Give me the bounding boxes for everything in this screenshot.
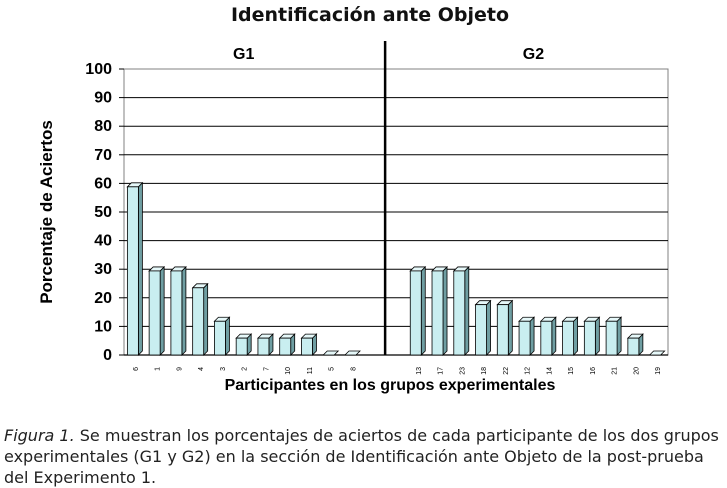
bar bbox=[235, 337, 248, 356]
x-tick-label: 14 bbox=[546, 367, 553, 375]
y-tick-label: 30 bbox=[94, 261, 112, 278]
bar-side bbox=[616, 316, 622, 356]
x-tick-label: 1 bbox=[155, 367, 162, 371]
x-tick-label: 8 bbox=[350, 367, 357, 371]
y-tick-label: 50 bbox=[94, 204, 112, 221]
bar-side bbox=[464, 265, 470, 356]
x-tick-label: 4 bbox=[198, 367, 205, 371]
bar bbox=[605, 320, 618, 356]
x-tick-label: 15 bbox=[568, 367, 575, 375]
y-tick-label: 80 bbox=[94, 118, 112, 135]
x-tick-label: 18 bbox=[481, 367, 488, 375]
bar-side bbox=[181, 265, 187, 356]
bar bbox=[192, 287, 205, 356]
y-axis-label: Porcentaje de Aciertos bbox=[37, 120, 56, 304]
bar bbox=[431, 270, 444, 356]
y-tick-label: 70 bbox=[94, 147, 112, 164]
bar-side bbox=[529, 316, 535, 356]
bar bbox=[148, 270, 161, 356]
bar bbox=[214, 320, 226, 356]
bar bbox=[453, 270, 466, 356]
bar-side bbox=[203, 282, 209, 356]
bar bbox=[562, 320, 574, 356]
caption-label: Figura 1. bbox=[4, 426, 75, 445]
caption-text: Se muestran los porcentajes de aciertos … bbox=[4, 426, 719, 487]
bar-side bbox=[486, 299, 491, 356]
x-tick-label: 17 bbox=[438, 367, 445, 375]
bar-zero bbox=[322, 350, 340, 356]
bar bbox=[518, 320, 531, 356]
bar-side bbox=[573, 316, 578, 356]
bar-side bbox=[225, 316, 230, 356]
y-tick-label: 40 bbox=[94, 233, 112, 250]
x-tick-label: 21 bbox=[612, 367, 619, 375]
bar-zero bbox=[344, 350, 361, 356]
figure-caption: Figura 1. Se muestran los porcentajes de… bbox=[4, 425, 720, 488]
bar-side bbox=[507, 299, 513, 356]
bar-side bbox=[137, 181, 143, 356]
x-tick-label: 12 bbox=[525, 367, 532, 375]
bar bbox=[496, 304, 509, 356]
bar-side bbox=[420, 265, 426, 356]
group-label-g2: G2 bbox=[523, 46, 544, 63]
bar-side bbox=[551, 316, 557, 356]
x-axis-label: Participantes en los grupos experimental… bbox=[225, 377, 556, 394]
bar bbox=[475, 304, 487, 356]
x-tick-label: 11 bbox=[307, 367, 314, 374]
x-tick-label: 5 bbox=[329, 367, 336, 371]
y-tick-label: 100 bbox=[85, 61, 112, 78]
bar-side bbox=[594, 316, 600, 356]
y-tick-label: 90 bbox=[94, 90, 112, 107]
bar bbox=[627, 337, 640, 356]
bar bbox=[409, 270, 422, 356]
x-tick-label: 23 bbox=[459, 367, 466, 375]
group-label-g1: G1 bbox=[233, 46, 254, 63]
x-tick-label: 6 bbox=[133, 367, 140, 371]
bar bbox=[170, 270, 183, 356]
y-tick-label: 20 bbox=[94, 290, 112, 307]
chart-title: Identificación ante Objeto bbox=[231, 4, 509, 26]
bar-zero bbox=[648, 350, 666, 356]
x-tick-label: 10 bbox=[285, 367, 292, 375]
x-tick-label: 13 bbox=[416, 367, 423, 375]
bar bbox=[540, 320, 553, 356]
x-tick-label: 19 bbox=[655, 367, 662, 375]
x-tick-label: 3 bbox=[220, 367, 227, 371]
bar-side bbox=[159, 265, 165, 356]
y-tick-label: 60 bbox=[94, 175, 112, 192]
x-tick-label: 2 bbox=[242, 367, 249, 371]
bar-side bbox=[442, 265, 448, 356]
bar bbox=[301, 337, 313, 356]
x-tick-label: 22 bbox=[503, 367, 510, 375]
x-tick-label: 16 bbox=[590, 367, 597, 375]
x-tick-label: 20 bbox=[633, 367, 640, 375]
x-tick-label: 9 bbox=[176, 367, 183, 371]
bar bbox=[126, 186, 139, 356]
y-tick-label: 0 bbox=[103, 347, 112, 364]
x-tick-label: 7 bbox=[263, 367, 270, 371]
bar bbox=[279, 337, 292, 356]
bar bbox=[583, 320, 596, 356]
bar bbox=[257, 337, 270, 356]
y-tick-label: 10 bbox=[94, 318, 112, 335]
